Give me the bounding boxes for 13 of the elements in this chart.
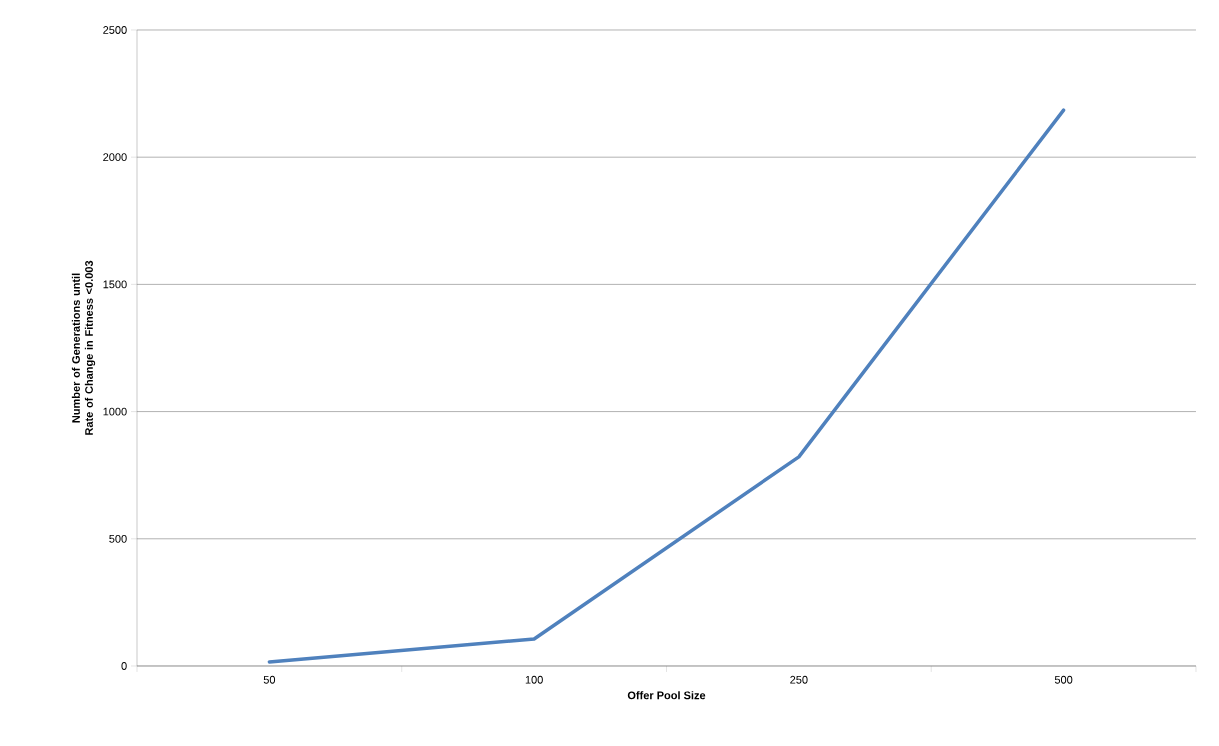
y-tick-label: 1500 [103, 280, 127, 289]
y-tick-label: 1000 [103, 407, 127, 416]
x-tick-label: 100 [525, 675, 543, 684]
x-tick-label: 250 [790, 675, 808, 684]
line-series [267, 108, 1066, 664]
y-tick-label: 500 [109, 534, 127, 543]
y-axis-title: Number of Generations until Rate of Change in Fitness <0.003 [71, 260, 96, 435]
y-tick-label: 2000 [103, 153, 127, 162]
y-tick-label: 0 [121, 662, 127, 670]
x-tick-label: 500 [1054, 675, 1073, 684]
x-tick-label: 50 [263, 675, 276, 684]
x-axis-title: Offer Pool Size [627, 691, 706, 700]
y-tick-label: 2500 [103, 26, 127, 34]
